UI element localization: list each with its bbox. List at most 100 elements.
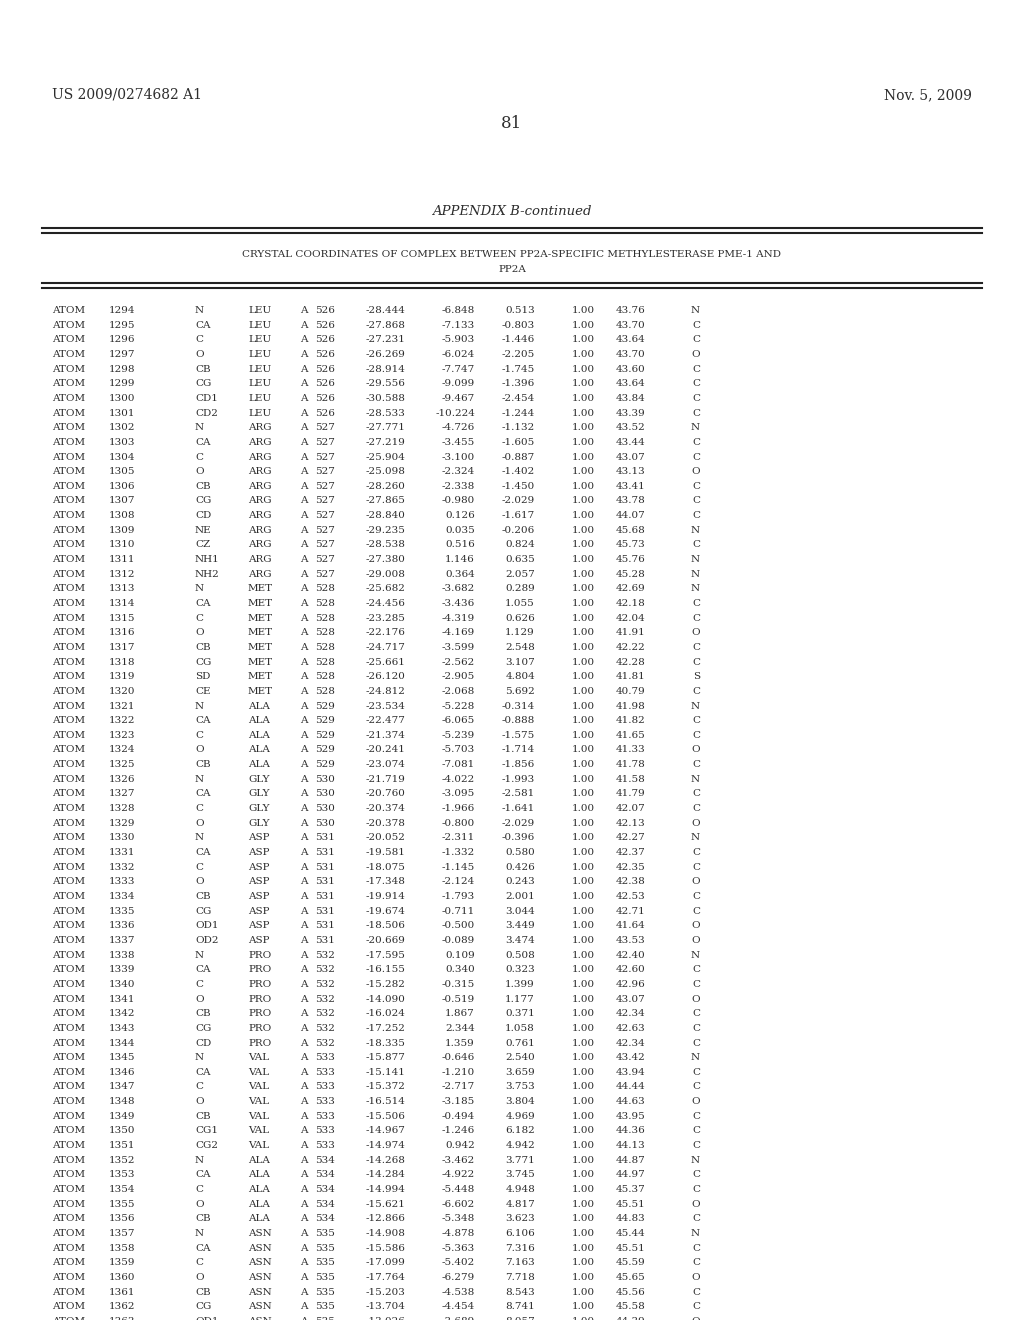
- Text: LEU: LEU: [248, 364, 271, 374]
- Text: -28.914: -28.914: [366, 364, 406, 374]
- Text: 42.34: 42.34: [615, 1010, 645, 1018]
- Text: VAL: VAL: [248, 1097, 269, 1106]
- Text: 531: 531: [315, 921, 335, 931]
- Text: 1321: 1321: [109, 701, 135, 710]
- Text: -25.904: -25.904: [366, 453, 406, 462]
- Text: 528: 528: [315, 585, 335, 594]
- Text: O: O: [195, 467, 204, 477]
- Text: 526: 526: [315, 306, 335, 315]
- Text: 1352: 1352: [109, 1156, 135, 1164]
- Text: A: A: [300, 1317, 307, 1320]
- Text: -0.980: -0.980: [441, 496, 475, 506]
- Text: 81: 81: [502, 115, 522, 132]
- Text: ATOM: ATOM: [52, 1024, 85, 1032]
- Text: 1.867: 1.867: [445, 1010, 475, 1018]
- Text: 2.540: 2.540: [505, 1053, 535, 1063]
- Text: LEU: LEU: [248, 350, 271, 359]
- Text: 1344: 1344: [109, 1039, 135, 1048]
- Text: ARG: ARG: [248, 424, 271, 432]
- Text: 1.00: 1.00: [571, 306, 595, 315]
- Text: C: C: [692, 863, 700, 871]
- Text: 527: 527: [315, 482, 335, 491]
- Text: ATOM: ATOM: [52, 701, 85, 710]
- Text: 1302: 1302: [109, 424, 135, 432]
- Text: 531: 531: [315, 892, 335, 902]
- Text: ALA: ALA: [248, 1214, 270, 1224]
- Text: C: C: [195, 1185, 203, 1195]
- Text: 1318: 1318: [109, 657, 135, 667]
- Text: -19.914: -19.914: [366, 892, 406, 902]
- Text: ATOM: ATOM: [52, 306, 85, 315]
- Text: 533: 533: [315, 1082, 335, 1092]
- Text: ATOM: ATOM: [52, 1214, 85, 1224]
- Text: CB: CB: [195, 892, 211, 902]
- Text: -2.338: -2.338: [441, 482, 475, 491]
- Text: 43.94: 43.94: [615, 1068, 645, 1077]
- Text: 4.804: 4.804: [505, 672, 535, 681]
- Text: 532: 532: [315, 950, 335, 960]
- Text: 0.035: 0.035: [445, 525, 475, 535]
- Text: 8.543: 8.543: [505, 1287, 535, 1296]
- Text: 533: 533: [315, 1053, 335, 1063]
- Text: C: C: [692, 1082, 700, 1092]
- Text: O: O: [195, 628, 204, 638]
- Text: 527: 527: [315, 570, 335, 578]
- Text: ASN: ASN: [248, 1303, 271, 1311]
- Text: ASP: ASP: [248, 878, 269, 886]
- Text: 526: 526: [315, 364, 335, 374]
- Text: 1.00: 1.00: [571, 628, 595, 638]
- Text: C: C: [692, 907, 700, 916]
- Text: 531: 531: [315, 907, 335, 916]
- Text: C: C: [692, 1111, 700, 1121]
- Text: ALA: ALA: [248, 717, 270, 725]
- Text: -21.719: -21.719: [366, 775, 406, 784]
- Text: -14.994: -14.994: [366, 1185, 406, 1195]
- Text: ALA: ALA: [248, 1171, 270, 1179]
- Text: O: O: [691, 921, 700, 931]
- Text: 1.00: 1.00: [571, 321, 595, 330]
- Text: 41.98: 41.98: [615, 701, 645, 710]
- Text: ATOM: ATOM: [52, 1068, 85, 1077]
- Text: 1.00: 1.00: [571, 1214, 595, 1224]
- Text: -7.747: -7.747: [441, 364, 475, 374]
- Text: C: C: [692, 789, 700, 799]
- Text: OD2: OD2: [195, 936, 218, 945]
- Text: -5.239: -5.239: [441, 731, 475, 739]
- Text: -6.848: -6.848: [441, 306, 475, 315]
- Text: -16.155: -16.155: [366, 965, 406, 974]
- Text: C: C: [692, 1185, 700, 1195]
- Text: ATOM: ATOM: [52, 746, 85, 755]
- Text: -1.714: -1.714: [502, 746, 535, 755]
- Text: 1.00: 1.00: [571, 1140, 595, 1150]
- Text: A: A: [300, 482, 307, 491]
- Text: ATOM: ATOM: [52, 994, 85, 1003]
- Text: ATOM: ATOM: [52, 965, 85, 974]
- Text: A: A: [300, 1200, 307, 1209]
- Text: CB: CB: [195, 643, 211, 652]
- Text: ATOM: ATOM: [52, 599, 85, 609]
- Text: 1.058: 1.058: [505, 1024, 535, 1032]
- Text: 44.36: 44.36: [615, 1126, 645, 1135]
- Text: -20.760: -20.760: [366, 789, 406, 799]
- Text: 1.00: 1.00: [571, 614, 595, 623]
- Text: 530: 530: [315, 818, 335, 828]
- Text: -4.538: -4.538: [441, 1287, 475, 1296]
- Text: ATOM: ATOM: [52, 379, 85, 388]
- Text: ATOM: ATOM: [52, 907, 85, 916]
- Text: ATOM: ATOM: [52, 1303, 85, 1311]
- Text: 1.00: 1.00: [571, 467, 595, 477]
- Text: 1.00: 1.00: [571, 424, 595, 432]
- Text: 1.00: 1.00: [571, 717, 595, 725]
- Text: 43.42: 43.42: [615, 1053, 645, 1063]
- Text: 1306: 1306: [109, 482, 135, 491]
- Text: 2.548: 2.548: [505, 643, 535, 652]
- Text: O: O: [195, 994, 204, 1003]
- Text: C: C: [692, 1126, 700, 1135]
- Text: A: A: [300, 306, 307, 315]
- Text: 531: 531: [315, 847, 335, 857]
- Text: -3.100: -3.100: [441, 453, 475, 462]
- Text: ALA: ALA: [248, 1200, 270, 1209]
- Text: 3.745: 3.745: [505, 1171, 535, 1179]
- Text: -2.562: -2.562: [441, 657, 475, 667]
- Text: -20.052: -20.052: [366, 833, 406, 842]
